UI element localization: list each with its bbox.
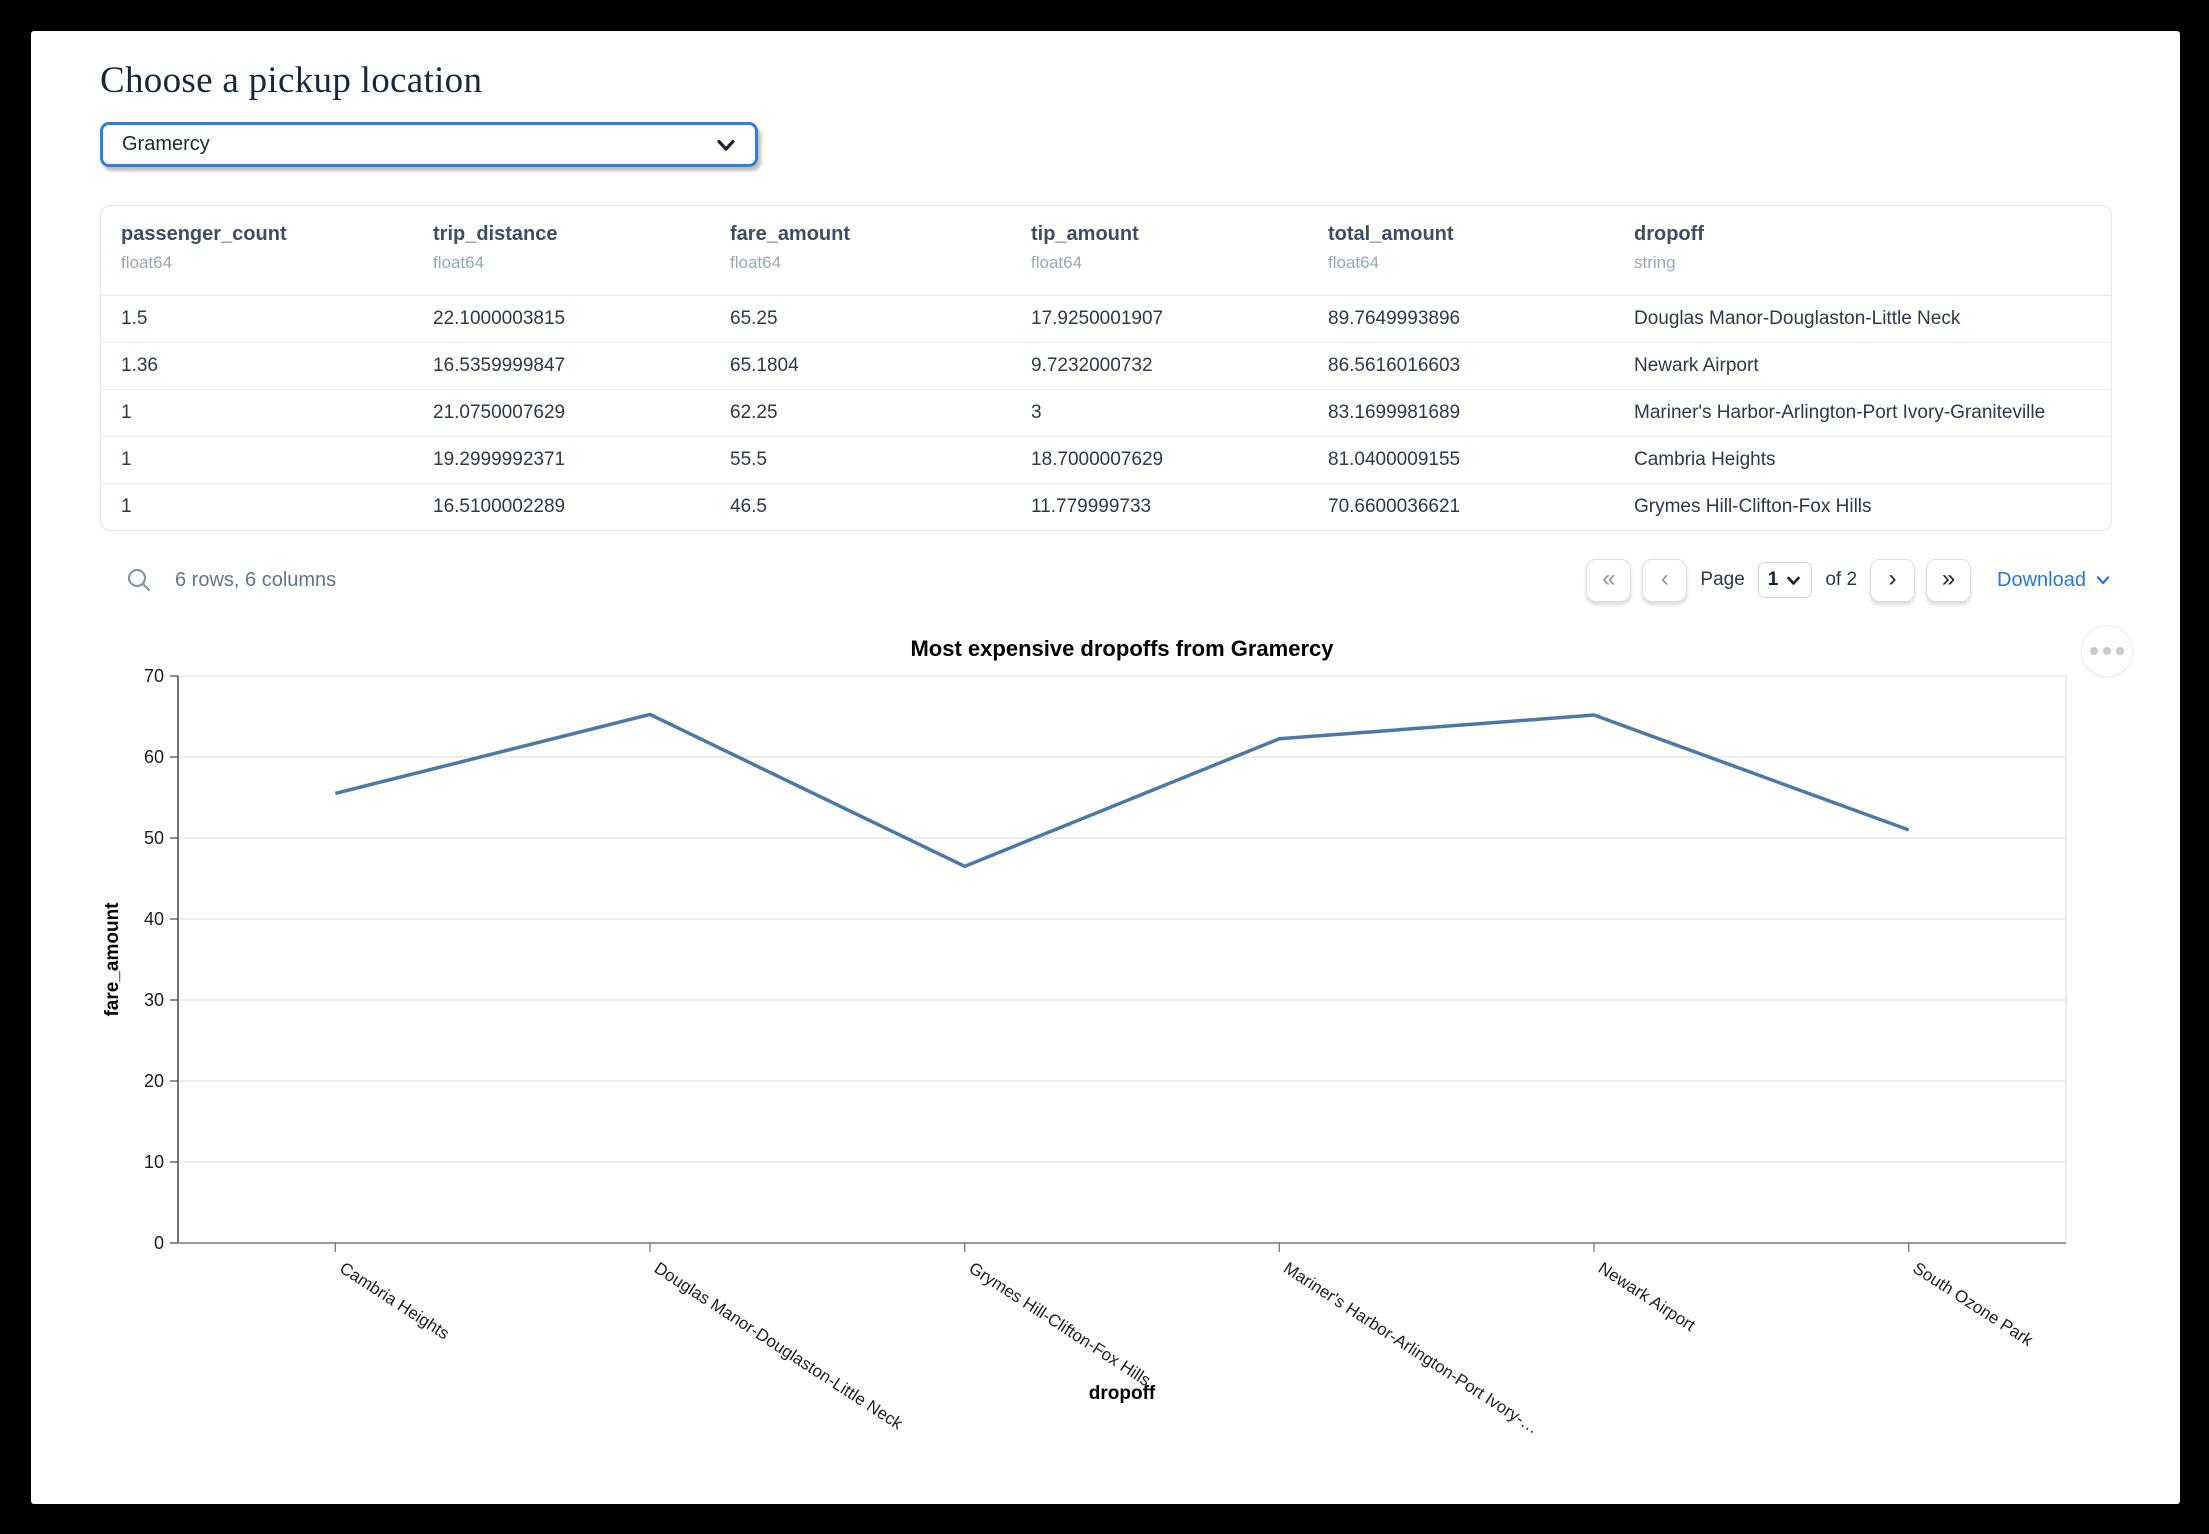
table-cell: 11.779999733 <box>1031 496 1152 517</box>
download-label: Download <box>1997 568 2086 591</box>
table-cell: Douglas Manor-Douglaston-Little Neck <box>1634 308 1961 329</box>
table-cell: 9.7232000732 <box>1031 355 1153 376</box>
column-header[interactable]: dropoff string <box>1634 223 2091 273</box>
column-name: fare_amount <box>730 223 851 245</box>
column-name: dropoff <box>1634 223 1704 245</box>
app-card: Choose a pickup location Gramercy passen… <box>31 31 2180 1504</box>
y-tick-label: 60 <box>144 747 164 767</box>
table-cell: Newark Airport <box>1634 355 1759 376</box>
table-cell: 21.0750007629 <box>433 402 566 423</box>
page-number-select[interactable]: 1 <box>1757 562 1813 598</box>
fare-line-chart: 0 10 20 30 40 50 60 70 Cambria Heights Douglas Ma… <box>102 636 2067 1438</box>
download-button[interactable]: Download <box>1997 569 2112 592</box>
table-cell: 83.1699981689 <box>1328 402 1461 423</box>
column-header[interactable]: trip_distance float64 <box>433 223 730 273</box>
x-tick-label: Mariner's Harbor-Arlington-Port Ivory-… <box>1280 1258 1542 1437</box>
x-axis-title: dropoff <box>1089 1383 1156 1404</box>
table-cell: 89.7649993896 <box>1328 308 1461 329</box>
prev-page-button[interactable]: ‹ <box>1642 558 1688 602</box>
y-tick-label: 20 <box>144 1071 164 1091</box>
table-body: 1.5 22.1000003815 65.25 17.9250001907 89.764… <box>101 296 2111 530</box>
y-axis-title: fare_amount <box>102 902 123 1017</box>
chart-title: Most expensive dropoffs from Gramercy <box>910 636 1334 661</box>
table-cell: Cambria Heights <box>1634 449 1776 470</box>
first-page-button[interactable]: « <box>1586 558 1632 602</box>
y-tick-label: 0 <box>154 1233 164 1253</box>
column-header[interactable]: fare_amount float64 <box>730 223 1031 273</box>
x-tick-label: Cambria Heights <box>336 1258 453 1343</box>
fare-amount-line <box>334 712 1910 869</box>
column-dtype: float64 <box>1328 253 1380 272</box>
chevron-down-icon <box>717 139 735 151</box>
table-cell: 81.0400009155 <box>1328 449 1461 470</box>
table-cell: 55.5 <box>730 449 767 470</box>
column-dtype: float64 <box>1031 253 1083 272</box>
table-row: 1.36 16.5359999847 65.1804 9.7232000732 86.5… <box>101 343 2111 390</box>
table-cell: 1.36 <box>121 355 158 376</box>
table-cell: 86.5616016603 <box>1328 355 1461 376</box>
column-dtype: float64 <box>730 253 782 272</box>
table-row: 1 16.5100002289 46.5 11.779999733 70.6600036… <box>101 484 2111 530</box>
table-cell: 19.2999992371 <box>433 449 566 470</box>
column-name: passenger_count <box>121 223 287 245</box>
table-cell: 22.1000003815 <box>433 308 566 329</box>
column-dtype: float64 <box>433 253 485 272</box>
x-tick-label: South Ozone Park <box>1909 1258 2036 1350</box>
column-name: tip_amount <box>1031 223 1139 245</box>
x-tick-label: Grymes Hill-Clifton-Fox Hills <box>965 1258 1154 1390</box>
pagination: « ‹ Page 1 of 2 › » Download <box>1586 558 2112 602</box>
search-icon[interactable] <box>125 566 153 594</box>
table-cell: 17.9250001907 <box>1031 308 1164 329</box>
column-dtype: float64 <box>121 253 173 272</box>
next-page-button[interactable]: › <box>1870 558 1916 602</box>
table-cell: 1.5 <box>121 308 148 329</box>
y-tick-label: 70 <box>144 666 164 686</box>
table-cell: Mariner's Harbor-Arlington-Port Ivory-Gr… <box>1634 402 2046 423</box>
table-cell: 65.1804 <box>730 355 799 376</box>
table-cell: 16.5100002289 <box>433 496 566 517</box>
table-cell: 62.25 <box>730 402 778 423</box>
table-cell: 18.7000007629 <box>1031 449 1164 470</box>
chevron-down-icon <box>1787 576 1801 585</box>
y-tick-label: 40 <box>144 909 164 929</box>
y-tick-label: 30 <box>144 990 164 1010</box>
column-header[interactable]: total_amount float64 <box>1328 223 1634 273</box>
pickup-location-select[interactable]: Gramercy <box>100 122 758 167</box>
column-name: total_amount <box>1328 223 1454 245</box>
table-row: 1 19.2999992371 55.5 18.7000007629 81.040000… <box>101 437 2111 484</box>
column-header[interactable]: tip_amount float64 <box>1031 223 1328 273</box>
table-cell: 1 <box>121 496 132 517</box>
y-tick-label: 50 <box>144 828 164 848</box>
chevron-down-icon <box>2096 576 2110 585</box>
table-footer-left: 6 rows, 6 columns <box>125 558 336 602</box>
table-row: 1 21.0750007629 62.25 3 83.1699981689 Mariner… <box>101 390 2111 437</box>
page-title: Choose a pickup location <box>100 60 483 101</box>
table-cell: 16.5359999847 <box>433 355 566 376</box>
chart-more-options-button[interactable] <box>2081 625 2133 677</box>
x-tick-label: Douglas Manor-Douglaston-Little Neck <box>651 1258 907 1433</box>
table-row: 1.5 22.1000003815 65.25 17.9250001907 89.764… <box>101 296 2111 343</box>
table-cell: 46.5 <box>730 496 767 517</box>
column-dtype: string <box>1634 253 1676 272</box>
x-tick-label: Newark Airport <box>1595 1258 1699 1335</box>
page-label: Page <box>1700 569 1745 590</box>
table-cell: 3 <box>1031 402 1042 423</box>
table-cell: 1 <box>121 449 132 470</box>
table-cell: 1 <box>121 402 132 423</box>
table-cell: 65.25 <box>730 308 778 329</box>
page-of-label: of 2 <box>1825 569 1858 590</box>
table-summary: 6 rows, 6 columns <box>175 568 337 591</box>
last-page-button[interactable]: » <box>1926 558 1972 602</box>
column-name: trip_distance <box>433 223 558 245</box>
table-cell: 70.6600036621 <box>1328 496 1461 517</box>
pickup-location-value: Gramercy <box>122 133 210 155</box>
page-number-value: 1 <box>1767 569 1779 590</box>
y-tick-label: 10 <box>144 1152 164 1172</box>
table-cell: Grymes Hill-Clifton-Fox Hills <box>1634 496 1872 517</box>
column-header[interactable]: passenger_count float64 <box>121 223 433 273</box>
ellipsis-icon <box>2090 647 2098 655</box>
